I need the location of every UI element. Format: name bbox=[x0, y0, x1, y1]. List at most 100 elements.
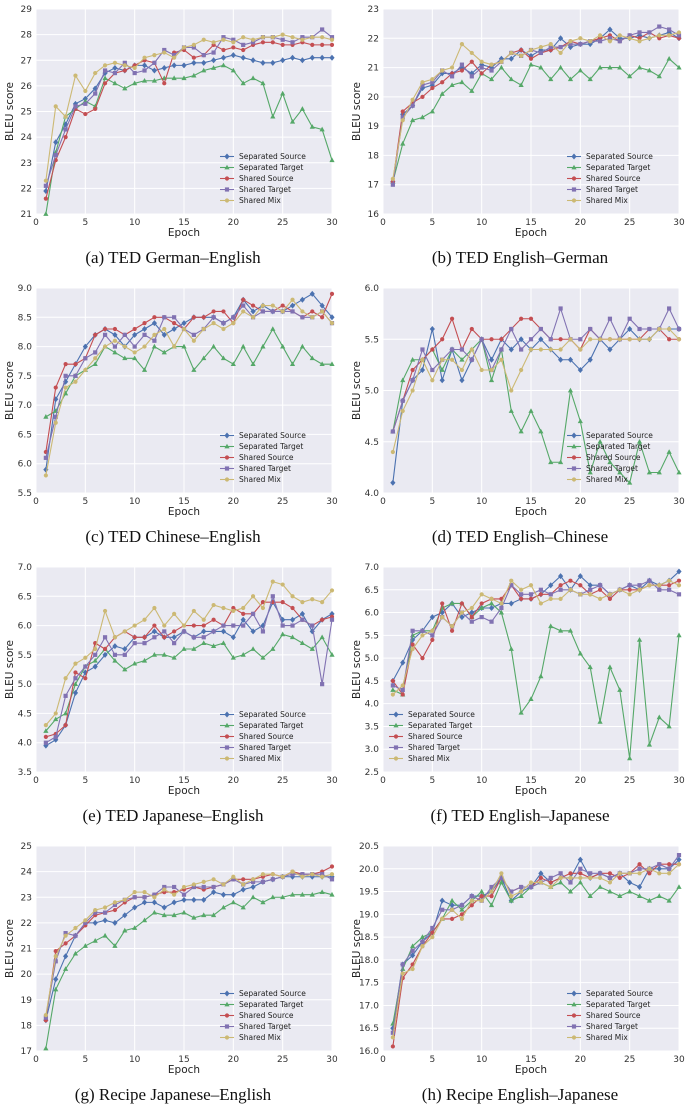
data-point bbox=[152, 60, 157, 65]
data-point bbox=[558, 596, 563, 601]
data-point bbox=[211, 343, 217, 349]
data-point bbox=[250, 308, 256, 315]
data-point bbox=[270, 59, 276, 66]
data-point bbox=[250, 611, 256, 616]
data-point bbox=[627, 73, 633, 79]
data-point bbox=[420, 357, 425, 362]
data-point bbox=[162, 884, 167, 890]
data-point bbox=[538, 326, 543, 332]
y-tick-label: 21 bbox=[368, 64, 379, 74]
data-point bbox=[319, 302, 325, 309]
data-point bbox=[440, 916, 445, 921]
data-point bbox=[152, 315, 157, 320]
data-point bbox=[449, 897, 455, 903]
data-point bbox=[548, 880, 553, 885]
data-point bbox=[299, 640, 305, 646]
data-point bbox=[250, 315, 256, 320]
data-point bbox=[141, 326, 148, 332]
data-point bbox=[637, 39, 642, 44]
data-point bbox=[666, 449, 672, 454]
data-point bbox=[469, 609, 475, 616]
data-point bbox=[558, 583, 563, 588]
data-point bbox=[63, 114, 68, 119]
data-point bbox=[53, 959, 58, 964]
data-point bbox=[290, 605, 295, 611]
y-tick-label: 17 bbox=[368, 181, 379, 191]
data-point bbox=[498, 64, 504, 70]
data-point bbox=[122, 68, 127, 73]
data-point bbox=[410, 97, 415, 102]
y-tick-label: 23 bbox=[21, 159, 32, 169]
data-point bbox=[410, 966, 415, 972]
y-tick-label: 2.5 bbox=[365, 768, 379, 778]
y-tick-label: 7.0 bbox=[18, 563, 33, 573]
data-point bbox=[102, 917, 108, 924]
legend-marker bbox=[224, 477, 230, 482]
data-point bbox=[151, 899, 157, 906]
legend-marker bbox=[224, 711, 230, 718]
data-point bbox=[488, 76, 495, 82]
data-point bbox=[151, 628, 157, 635]
data-point bbox=[597, 33, 603, 38]
legend-entry: Separated Target bbox=[586, 1000, 650, 1009]
x-tick-label: 15 bbox=[525, 776, 536, 786]
data-point bbox=[568, 578, 573, 583]
x-axis-label: Epoch bbox=[168, 1064, 200, 1076]
data-point bbox=[43, 183, 48, 188]
data-point bbox=[489, 596, 494, 601]
data-point bbox=[400, 659, 406, 666]
y-tick-label: 19 bbox=[21, 996, 33, 1006]
data-point bbox=[102, 70, 108, 77]
y-tick-label: 6.0 bbox=[18, 622, 33, 632]
data-point bbox=[132, 65, 137, 71]
data-point bbox=[310, 597, 315, 602]
data-point bbox=[230, 899, 236, 905]
y-tick-label: 23 bbox=[368, 5, 379, 15]
data-point bbox=[53, 734, 58, 739]
data-point bbox=[320, 600, 325, 605]
data-point bbox=[627, 33, 632, 38]
y-axis-label: BLEU score bbox=[351, 82, 363, 141]
y-tick-label: 24 bbox=[21, 133, 33, 143]
y-tick-label: 27 bbox=[21, 56, 32, 66]
series-5 bbox=[43, 869, 335, 1018]
data-point bbox=[93, 646, 98, 652]
data-point bbox=[390, 429, 395, 434]
chart-caption: (b) TED English–German bbox=[431, 248, 609, 267]
data-point bbox=[211, 617, 216, 622]
data-point bbox=[667, 587, 672, 592]
legend-entry: Shared Mix bbox=[239, 196, 281, 205]
data-point bbox=[82, 343, 88, 350]
data-point bbox=[430, 935, 435, 940]
data-point bbox=[607, 39, 613, 44]
data-point bbox=[558, 875, 563, 880]
data-point bbox=[449, 628, 455, 633]
data-point bbox=[449, 74, 455, 79]
data-point bbox=[231, 874, 236, 879]
data-point bbox=[141, 657, 148, 663]
data-point bbox=[410, 388, 415, 393]
data-point bbox=[142, 332, 147, 337]
legend-entry: Shared Source bbox=[586, 1011, 641, 1020]
legend-marker bbox=[393, 745, 399, 750]
data-point bbox=[112, 907, 118, 913]
data-point bbox=[459, 42, 465, 47]
data-point bbox=[142, 890, 147, 895]
data-point bbox=[270, 309, 275, 314]
data-point bbox=[172, 53, 177, 58]
data-point bbox=[53, 976, 59, 983]
data-point bbox=[299, 57, 305, 64]
chart-caption: (h) Recipe English–Japanese bbox=[421, 1085, 619, 1104]
data-point bbox=[53, 716, 59, 722]
data-point bbox=[151, 652, 157, 657]
legend: Separated Source Separated Target Shared S… bbox=[220, 431, 306, 484]
y-tick-label: 4.0 bbox=[365, 489, 380, 499]
data-point bbox=[172, 629, 177, 634]
data-point bbox=[211, 309, 216, 314]
data-point bbox=[299, 891, 305, 897]
data-point bbox=[122, 63, 127, 68]
data-point bbox=[132, 623, 137, 628]
data-point bbox=[181, 45, 187, 50]
data-point bbox=[430, 925, 435, 931]
x-tick-label: 0 bbox=[380, 776, 386, 786]
